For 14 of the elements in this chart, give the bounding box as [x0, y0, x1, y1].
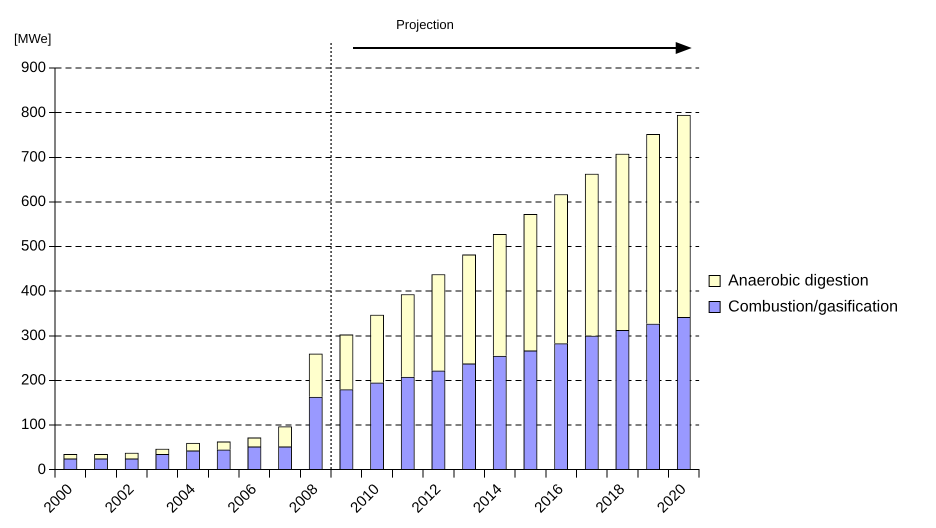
legend-label: Anaerobic digestion — [728, 272, 869, 290]
y-tick-label: 600 — [20, 193, 46, 210]
y-tick-label: 200 — [20, 372, 46, 389]
y-tick-label: 700 — [20, 148, 46, 166]
y-tick-label: 500 — [20, 238, 46, 255]
y-tick-label: 400 — [20, 282, 46, 300]
y-tick-label: 900 — [20, 59, 46, 76]
y-axis-title: [MWe] — [14, 31, 52, 46]
y-tick-label: 0 — [38, 460, 46, 478]
y-tick-label: 300 — [20, 326, 46, 344]
y-tick-label: 100 — [20, 416, 46, 434]
legend-label: Combustion/gasification — [728, 298, 898, 316]
text: Projection — [396, 17, 454, 32]
y-tick-label: 800 — [20, 104, 46, 121]
